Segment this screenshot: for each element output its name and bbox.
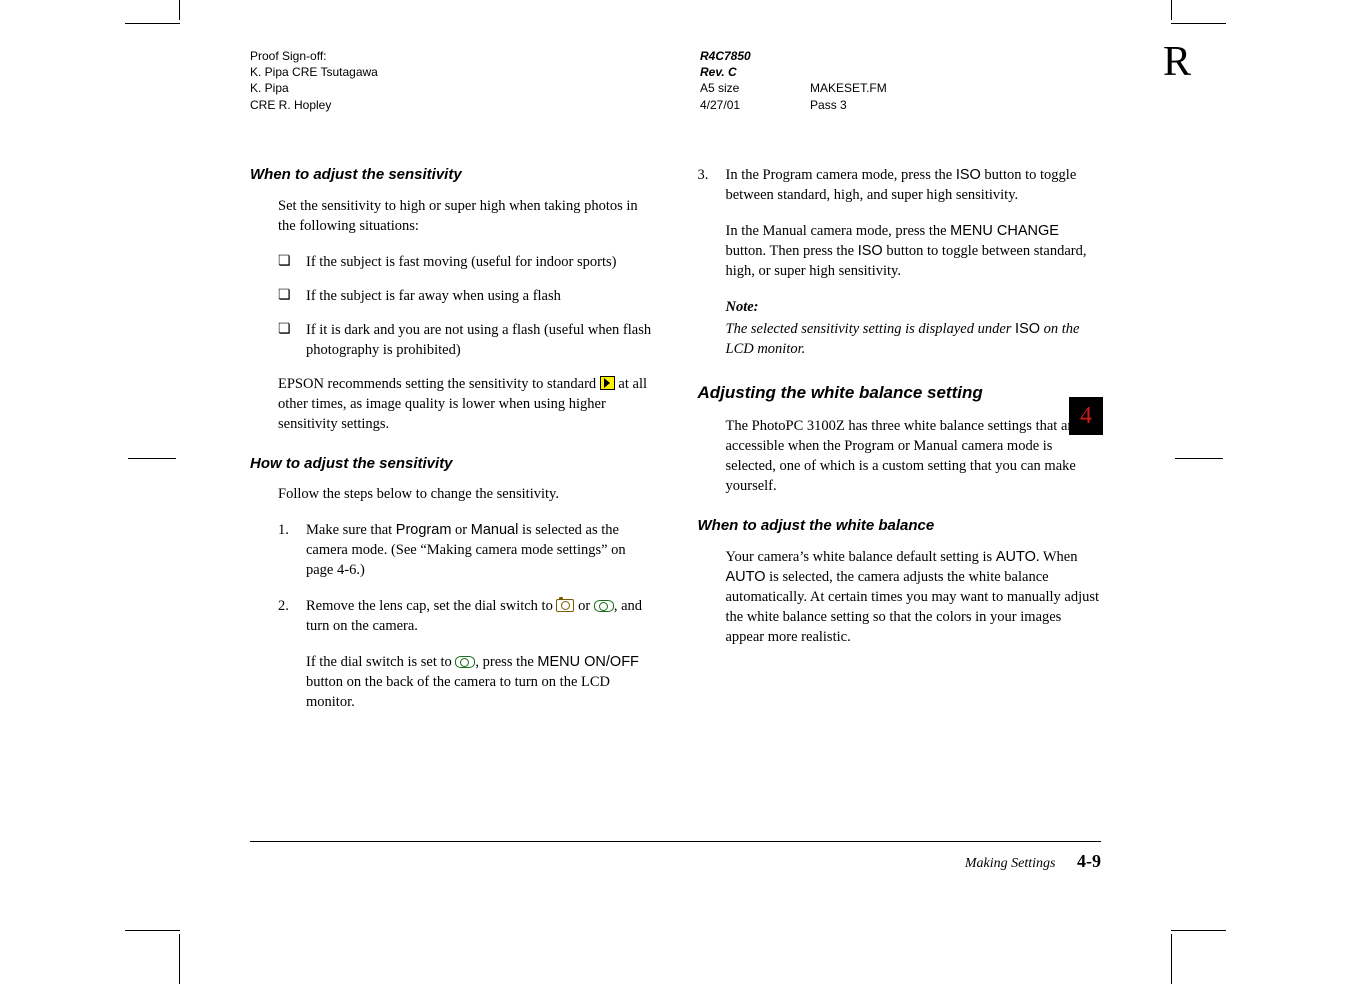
step-number: 2. — [278, 596, 289, 616]
doc-file: MAKESET.FM — [810, 80, 887, 96]
crop-mark — [1171, 23, 1226, 24]
note-label: Note: — [726, 297, 1102, 317]
camera-dial-icon — [556, 599, 574, 612]
footer: Making Settings 4-9 — [965, 851, 1101, 872]
proof-signoff-block: Proof Sign-off: K. Pipa CRE Tsutagawa K.… — [250, 48, 378, 113]
note-text: The selected sensitivity setting is disp… — [726, 319, 1102, 359]
page-number: 4-9 — [1077, 851, 1101, 871]
text-run: If the dial switch is set to — [306, 654, 455, 670]
bullet-list: If the subject is fast moving (useful fo… — [278, 252, 654, 360]
crop-mark — [1171, 0, 1172, 20]
ui-label: ISO — [1015, 321, 1040, 337]
text-run: button. Then press the — [726, 243, 858, 259]
section-heading: When to adjust the white balance — [698, 516, 1102, 537]
text-run: Remove the lens cap, set the dial switch… — [306, 598, 556, 614]
bullet-item: If the subject is far away when using a … — [278, 286, 654, 306]
crop-mark — [1171, 934, 1172, 984]
doc-pass: Pass 3 — [810, 97, 887, 113]
side-crop-mark — [1175, 458, 1223, 459]
proof-name: K. Pipa — [250, 80, 378, 96]
chapter-number: 4 — [1080, 403, 1092, 429]
body-paragraph: EPSON recommends setting the sensitivity… — [278, 374, 654, 434]
subsection-heading: Adjusting the white balance setting — [698, 381, 1102, 404]
crop-mark — [179, 934, 180, 984]
footer-rule — [250, 841, 1101, 842]
camera-dial-alt-icon — [594, 600, 614, 612]
step-number: 3. — [698, 165, 709, 185]
bullet-item: If the subject is fast moving (useful fo… — [278, 252, 654, 272]
text-run: In the Program camera mode, press the — [726, 167, 956, 183]
right-column: 3. In the Program camera mode, press the… — [698, 165, 1102, 728]
numbered-list: 3. In the Program camera mode, press the… — [698, 165, 1102, 205]
note-block: Note: The selected sensitivity setting i… — [726, 297, 1102, 359]
body-paragraph: The PhotoPC 3100Z has three white balanc… — [726, 416, 1102, 496]
camera-dial-alt-icon — [455, 656, 475, 668]
page-body: 4 When to adjust the sensitivity Set the… — [250, 165, 1101, 884]
proof-name: CRE R. Hopley — [250, 97, 378, 113]
doc-size: A5 size — [700, 80, 740, 96]
section-heading: How to adjust the sensitivity — [250, 454, 654, 475]
body-paragraph: Follow the steps below to change the sen… — [278, 484, 654, 504]
continuation-paragraph: In the Manual camera mode, press the MEN… — [726, 221, 1102, 281]
text-run: is selected, the camera adjusts the whit… — [726, 569, 1100, 645]
doc-id-block: R4C7850 Rev. C A5 size 4/27/01 MAKESET.F… — [700, 48, 887, 113]
section-heading: When to adjust the sensitivity — [250, 165, 654, 186]
doc-rev: Rev. C — [700, 64, 887, 80]
ui-label: Manual — [471, 522, 519, 538]
text-run: In the Manual camera mode, press the — [726, 223, 951, 239]
chapter-tab: 4 — [1069, 397, 1103, 435]
ui-label: MENU ON/OFF — [537, 654, 639, 670]
text-run: Make sure that — [306, 522, 396, 538]
ui-label: MENU CHANGE — [950, 223, 1059, 239]
crop-mark — [125, 23, 180, 24]
doc-code: R4C7850 — [700, 48, 887, 64]
text-run: , press the — [475, 654, 537, 670]
text-run: EPSON recommends setting the sensitivity… — [278, 376, 600, 392]
crop-mark — [1171, 930, 1226, 931]
body-paragraph: Set the sensitivity to high or super hig… — [278, 196, 654, 236]
footer-title: Making Settings — [965, 856, 1056, 871]
ui-label: Program — [396, 522, 452, 538]
proof-name: K. Pipa CRE Tsutagawa — [250, 64, 378, 80]
continuation-paragraph: If the dial switch is set to , press the… — [306, 652, 654, 712]
text-run: or — [451, 522, 470, 538]
step-number: 1. — [278, 520, 289, 540]
text-run: Your camera’s white balance default sett… — [726, 549, 996, 565]
text-run: button on the back of the camera to turn… — [306, 674, 610, 710]
doc-date: 4/27/01 — [700, 97, 740, 113]
text-run: The selected sensitivity setting is disp… — [726, 321, 1016, 337]
list-item: 3. In the Program camera mode, press the… — [698, 165, 1102, 205]
text-run: or — [574, 598, 593, 614]
numbered-list: 1. Make sure that Program or Manual is s… — [278, 520, 654, 636]
side-crop-mark — [128, 458, 176, 459]
list-item: 2. Remove the lens cap, set the dial swi… — [278, 596, 654, 636]
recto-marker: R — [1163, 38, 1191, 86]
body-paragraph: Your camera’s white balance default sett… — [726, 547, 1102, 647]
list-item: 1. Make sure that Program or Manual is s… — [278, 520, 654, 580]
ui-label: ISO — [858, 243, 883, 259]
text-run: . When — [1036, 549, 1078, 565]
sensitivity-standard-icon — [600, 376, 615, 390]
left-column: When to adjust the sensitivity Set the s… — [250, 165, 654, 728]
proof-label: Proof Sign-off: — [250, 48, 378, 64]
crop-mark — [125, 930, 180, 931]
bullet-item: If it is dark and you are not using a fl… — [278, 320, 654, 360]
ui-label: ISO — [956, 167, 981, 183]
crop-mark — [179, 0, 180, 20]
ui-label: AUTO — [726, 569, 766, 585]
ui-label: AUTO — [996, 549, 1036, 565]
